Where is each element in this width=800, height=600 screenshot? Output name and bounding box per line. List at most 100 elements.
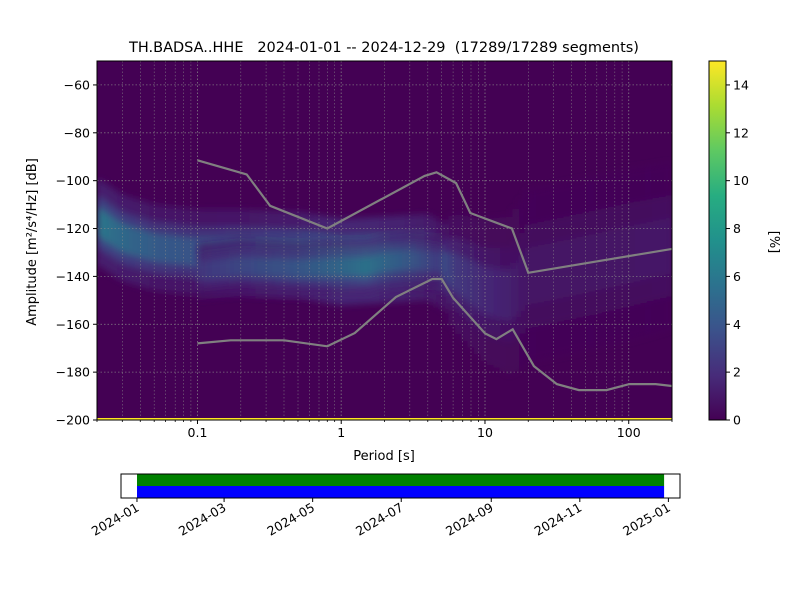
density-cell xyxy=(327,257,331,277)
density-cell xyxy=(211,260,215,280)
density-cell xyxy=(219,259,223,279)
density-cell xyxy=(289,259,293,279)
density-cell xyxy=(230,258,234,278)
density-cell xyxy=(200,261,204,281)
timeline-frame xyxy=(120,473,681,499)
density-cell xyxy=(259,258,264,278)
density-cell xyxy=(262,258,266,278)
density-cell xyxy=(425,251,429,271)
density-cell xyxy=(254,257,258,277)
density-cell xyxy=(308,259,312,279)
colorbar-tick-label: 14 xyxy=(733,77,749,92)
coverage-bar-1 xyxy=(137,474,665,486)
density-cell xyxy=(430,251,435,271)
density-cell xyxy=(659,219,667,276)
x-axis-ticks: 0.1 1 10 100 xyxy=(96,420,673,440)
density-cell xyxy=(428,251,432,271)
density-cell xyxy=(486,267,494,317)
timeline-tick-label: 2024-05 xyxy=(264,500,317,539)
colorbar-tick-label: 10 xyxy=(733,173,749,188)
density-cell xyxy=(330,257,334,277)
density-cell xyxy=(398,251,402,271)
density-cell xyxy=(205,261,209,281)
density-cell xyxy=(257,258,261,278)
density-cell xyxy=(382,252,386,272)
density-cell xyxy=(221,259,226,279)
density-cell xyxy=(128,226,136,256)
density-cell xyxy=(480,266,488,314)
density-cell xyxy=(360,257,364,277)
density-cell xyxy=(202,261,207,281)
density-cell xyxy=(103,213,111,242)
density-cell xyxy=(379,253,383,273)
y-tick-label: −60 xyxy=(64,77,90,92)
density-cell xyxy=(354,257,359,277)
density-cell xyxy=(384,252,388,272)
density-cell xyxy=(401,250,405,270)
density-cell xyxy=(265,258,269,278)
density-cell xyxy=(276,258,280,278)
density-cell xyxy=(392,251,397,271)
density-cell xyxy=(433,252,437,272)
density-cell xyxy=(273,258,277,278)
timeline-tick-label: 2024-09 xyxy=(443,500,496,539)
density-cell xyxy=(316,258,321,278)
density-cell xyxy=(270,258,274,278)
y-tick-label: −160 xyxy=(56,317,90,332)
density-cell xyxy=(411,250,416,270)
y-tick-label: −180 xyxy=(56,365,90,380)
x-tick-label: 1 xyxy=(337,425,345,440)
colorbar-ticks: 0 2 4 6 8 10 12 14 xyxy=(726,77,749,428)
colorbar-tick-label: 0 xyxy=(733,413,741,428)
density-cell xyxy=(297,259,302,279)
grid-lines xyxy=(97,61,672,420)
density-cell xyxy=(213,260,218,280)
coverage-bar-2 xyxy=(137,486,665,498)
density-cell xyxy=(322,258,326,278)
density-cell xyxy=(314,258,318,278)
density-cell xyxy=(395,251,399,271)
density-cell xyxy=(341,257,345,277)
x-tick-label: 100 xyxy=(617,425,641,440)
density-cell xyxy=(403,250,407,270)
density-cell xyxy=(633,224,641,282)
data-coverage-timeline: 2024-01 2024-03 2024-05 2024-07 2024-09 2024-… xyxy=(89,473,681,539)
psd-plot-area: 0.1 1 10 100 −60 −80 −100 −120 −140 −160 −180 −200 xyxy=(56,60,673,440)
x-axis-label: Period [s] xyxy=(353,449,415,464)
density-cell xyxy=(652,220,660,277)
timeline-ticks: 2024-01 2024-03 2024-05 2024-07 2024-09 2024-… xyxy=(89,498,673,539)
density-cell xyxy=(116,221,124,251)
density-cell xyxy=(346,257,350,277)
density-cell xyxy=(249,257,253,277)
density-cell xyxy=(141,230,149,260)
density-cell xyxy=(550,242,558,300)
timeline-tick-label: 2024-07 xyxy=(353,500,406,539)
y-axis-ticks: −60 −80 −100 −120 −140 −160 −180 −200 xyxy=(56,77,97,428)
density-cell xyxy=(311,258,315,278)
density-cell xyxy=(135,228,143,258)
density-cell xyxy=(109,217,117,247)
density-cell xyxy=(232,258,237,278)
density-cell xyxy=(537,245,545,303)
density-band-2 xyxy=(197,231,443,301)
y-tick-label: −200 xyxy=(56,413,90,428)
density-cell xyxy=(422,251,426,271)
timeline-tick-label: 2024-11 xyxy=(532,500,585,539)
density-cell xyxy=(148,232,156,262)
density-cell xyxy=(240,257,245,277)
density-cell xyxy=(627,225,635,284)
density-cell xyxy=(461,257,469,300)
density-cell xyxy=(368,256,372,276)
timeline-tick-label: 2024-03 xyxy=(176,500,229,539)
density-cell xyxy=(349,257,353,277)
density-cell xyxy=(352,257,356,277)
timeline-tick-label: 2025-01 xyxy=(620,500,673,539)
density-cell xyxy=(390,251,394,271)
x-tick-label: 0.1 xyxy=(188,425,208,440)
density-cell xyxy=(295,259,299,279)
density-cell xyxy=(544,243,552,302)
density-cell xyxy=(414,250,418,270)
density-cell xyxy=(473,263,481,309)
density-cell xyxy=(278,258,283,278)
